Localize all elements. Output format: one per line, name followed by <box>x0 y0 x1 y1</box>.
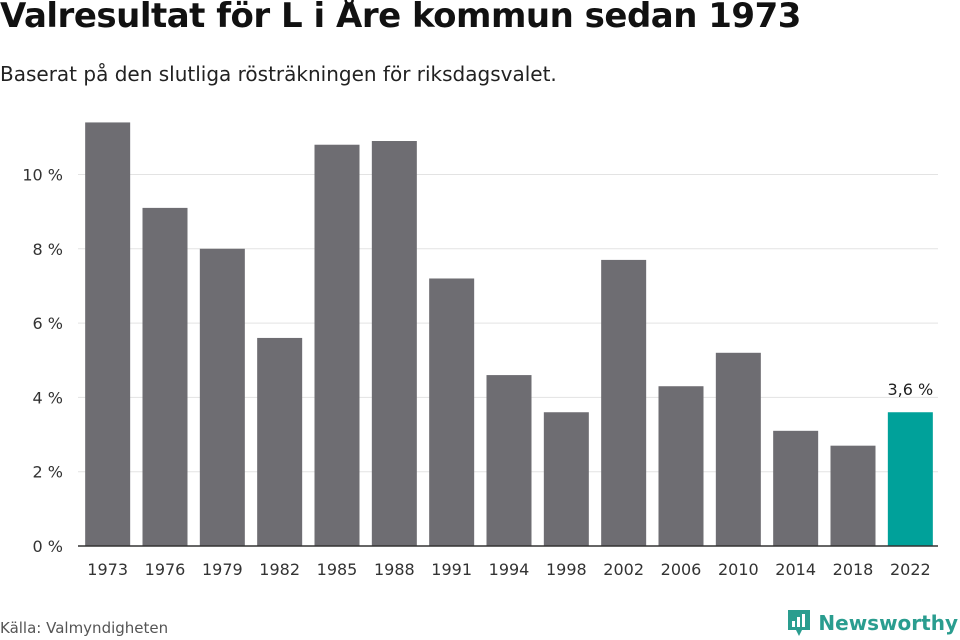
x-tick-label: 2022 <box>890 560 931 579</box>
x-tick-label: 1982 <box>259 560 300 579</box>
bar-2002 <box>601 259 647 546</box>
bar-2022 <box>887 412 933 546</box>
bar-1982 <box>257 337 303 546</box>
bar-1985 <box>314 144 360 547</box>
chart-subtitle: Baserat på den slutliga rösträkningen fö… <box>0 62 557 86</box>
source-note: Källa: Valmyndigheten <box>0 619 169 637</box>
y-tick-label: 4 % <box>33 388 63 407</box>
x-tick-label: 2006 <box>661 560 702 579</box>
x-tick-label: 2018 <box>833 560 874 579</box>
x-tick-label: 1994 <box>489 560 530 579</box>
chart-title: Valresultat för L i Åre kommun sedan 197… <box>0 0 801 36</box>
x-tick-label: 1973 <box>87 560 128 579</box>
y-tick-label: 10 % <box>22 165 63 184</box>
bar-2014 <box>773 430 819 546</box>
y-tick-label: 6 % <box>33 314 63 333</box>
x-tick-label: 1979 <box>202 560 243 579</box>
newsworthy-logo-icon <box>788 610 811 636</box>
y-axis-ticks: 0 % 2 % 4 % 6 % 8 % 10 % <box>22 165 63 556</box>
y-tick-label: 8 % <box>33 240 63 259</box>
x-axis-ticks: 1973 1976 1979 1982 1985 1988 1991 1994 1998 2002… <box>87 560 930 579</box>
x-tick-label: 1991 <box>431 560 472 579</box>
bar-1979 <box>199 248 245 547</box>
x-tick-label: 2014 <box>775 560 816 579</box>
y-tick-label: 2 % <box>33 463 63 482</box>
bar-2010 <box>715 352 761 546</box>
bar-1991 <box>429 278 475 546</box>
bar-1976 <box>142 207 188 546</box>
brand-logo[interactable]: Newsworthy <box>786 608 958 638</box>
brand-name: Newsworthy <box>818 611 958 635</box>
data-label-2022: 3,6 % <box>887 380 933 399</box>
bar-1994 <box>486 375 532 546</box>
data-labels: 3,6 % <box>887 380 933 399</box>
x-tick-label: 1998 <box>546 560 587 579</box>
bar-2018 <box>830 445 876 546</box>
x-tick-label: 1985 <box>317 560 358 579</box>
x-tick-label: 1988 <box>374 560 415 579</box>
bars <box>85 122 933 547</box>
y-tick-label: 0 % <box>33 537 63 556</box>
x-tick-label: 2002 <box>603 560 644 579</box>
bar-1988 <box>371 141 417 547</box>
bar-2006 <box>658 386 704 546</box>
bar-1973 <box>85 122 131 547</box>
x-tick-label: 1976 <box>145 560 186 579</box>
bar-1998 <box>543 412 589 546</box>
x-tick-label: 2010 <box>718 560 759 579</box>
